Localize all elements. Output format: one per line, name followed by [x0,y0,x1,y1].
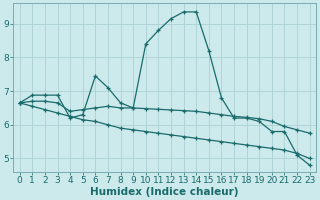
X-axis label: Humidex (Indice chaleur): Humidex (Indice chaleur) [91,187,239,197]
